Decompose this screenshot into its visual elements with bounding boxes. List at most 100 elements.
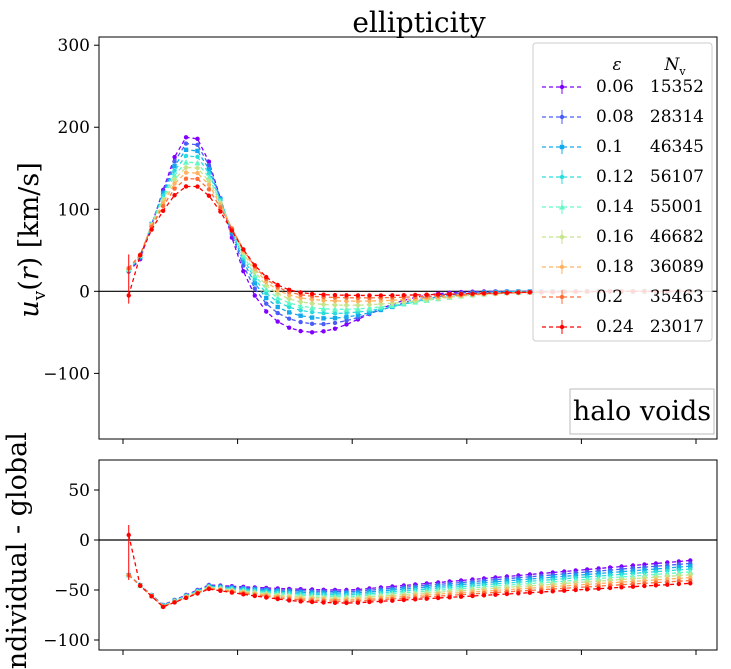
top-data-point <box>252 281 257 286</box>
legend-marker <box>559 264 565 270</box>
top-data-point <box>332 306 339 312</box>
bottom-data-point <box>676 564 682 570</box>
top-data-point <box>321 329 326 334</box>
top-data-point <box>183 159 190 165</box>
top-panel-frame <box>98 36 718 440</box>
top-data-point <box>263 286 270 292</box>
top-data-point <box>183 153 189 159</box>
top-data-point <box>344 314 349 320</box>
top-data-point <box>516 290 521 295</box>
annotation-text: halo voids <box>573 396 711 427</box>
top-data-point <box>447 291 452 297</box>
legend-count-value: 55001 <box>650 197 704 217</box>
top-data-point <box>275 299 280 305</box>
bottom-panel-frame <box>98 459 718 651</box>
bottom-series-group <box>99 525 717 610</box>
top-data-point <box>377 301 384 308</box>
bottom-data-point <box>642 583 647 589</box>
y-tick-label: 50 <box>68 481 90 501</box>
bottom-data-point <box>447 595 452 600</box>
bottom-data-point <box>562 574 567 579</box>
bottom-series-line <box>128 571 691 607</box>
top-data-point <box>274 290 281 297</box>
bottom-data-point <box>619 585 624 590</box>
legend-epsilon-value: 0.1 <box>596 137 623 157</box>
bottom-data-point <box>664 570 671 577</box>
top-data-point <box>309 297 315 302</box>
y-tick-label: 0 <box>79 531 90 551</box>
top-data-point <box>252 286 257 291</box>
bottom-data-point <box>562 588 567 593</box>
top-data-point <box>332 292 338 298</box>
top-data-point <box>183 184 189 189</box>
bottom-data-point <box>596 571 601 576</box>
bottom-data-point <box>218 588 223 593</box>
legend-row: 0.24 23017 <box>542 317 704 337</box>
y-tick-label: −100 <box>43 631 90 651</box>
top-data-point <box>195 184 200 189</box>
top-data-point <box>527 290 533 295</box>
top-data-point <box>160 203 166 209</box>
top-data-point <box>149 227 154 232</box>
top-data-point <box>390 293 395 298</box>
top-y-axis-label: uv(r) [km/s] <box>14 162 50 318</box>
top-data-point <box>195 170 200 176</box>
bottom-data-point <box>149 594 154 599</box>
annotation-box <box>569 388 715 435</box>
legend-count-value: 35463 <box>650 287 704 307</box>
legend-header-epsilon: ε <box>612 55 621 75</box>
top-data-point <box>218 209 223 214</box>
top-data-point <box>332 326 338 331</box>
legend-row: 0.16 46682 <box>542 227 704 247</box>
top-data-point <box>413 292 418 298</box>
top-data-point <box>344 298 349 304</box>
bottom-data-point <box>413 597 418 602</box>
top-data-point <box>309 291 315 297</box>
top-data-point <box>275 304 280 310</box>
top-data-point <box>205 178 212 185</box>
legend-epsilon-value: 0.12 <box>596 167 634 187</box>
top-data-point <box>195 148 200 154</box>
top-data-point <box>344 322 349 327</box>
top-data-point <box>309 330 315 335</box>
top-data-point <box>321 316 326 321</box>
bottom-data-point <box>298 599 303 604</box>
bottom-data-point <box>424 596 429 601</box>
top-data-point <box>264 295 269 301</box>
top-data-point <box>194 159 201 166</box>
top-series-line <box>128 185 691 297</box>
legend-epsilon-value: 0.08 <box>596 107 634 127</box>
bottom-data-point <box>516 591 521 596</box>
legend-epsilon-value: 0.2 <box>596 287 623 307</box>
top-data-point <box>332 315 338 321</box>
bottom-data-point <box>630 568 636 573</box>
top-data-point <box>354 302 361 309</box>
top-data-point <box>172 163 177 169</box>
top-data-point <box>298 290 303 295</box>
legend-epsilon-value: 0.14 <box>596 197 634 217</box>
top-data-point <box>275 310 280 316</box>
top-y-ticks: −100 0 100 200 300 <box>43 36 99 384</box>
top-data-point <box>309 309 315 315</box>
top-data-point <box>493 290 498 296</box>
top-data-point <box>297 302 304 309</box>
bottom-data-point <box>172 600 177 605</box>
legend-marker <box>559 294 565 300</box>
top-data-point <box>171 172 178 178</box>
bottom-data-point <box>390 598 395 603</box>
top-data-point <box>286 292 292 298</box>
top-data-point <box>309 300 316 307</box>
top-data-point <box>264 291 269 296</box>
bottom-data-point <box>539 575 544 581</box>
legend-epsilon-value: 0.16 <box>596 227 634 247</box>
bottom-data-point <box>160 604 166 610</box>
top-data-point <box>160 191 166 196</box>
top-data-point <box>321 298 326 303</box>
top-data-point <box>286 287 292 293</box>
top-data-point <box>366 305 373 311</box>
legend-row: 0.18 36089 <box>542 257 704 277</box>
top-data-point <box>264 309 269 314</box>
bottom-data-point <box>344 600 349 606</box>
top-data-point <box>206 187 212 192</box>
legend: ε Nv 0.06 15352 0.08 28314 0.1 46345 0.12 56107… <box>532 42 713 342</box>
